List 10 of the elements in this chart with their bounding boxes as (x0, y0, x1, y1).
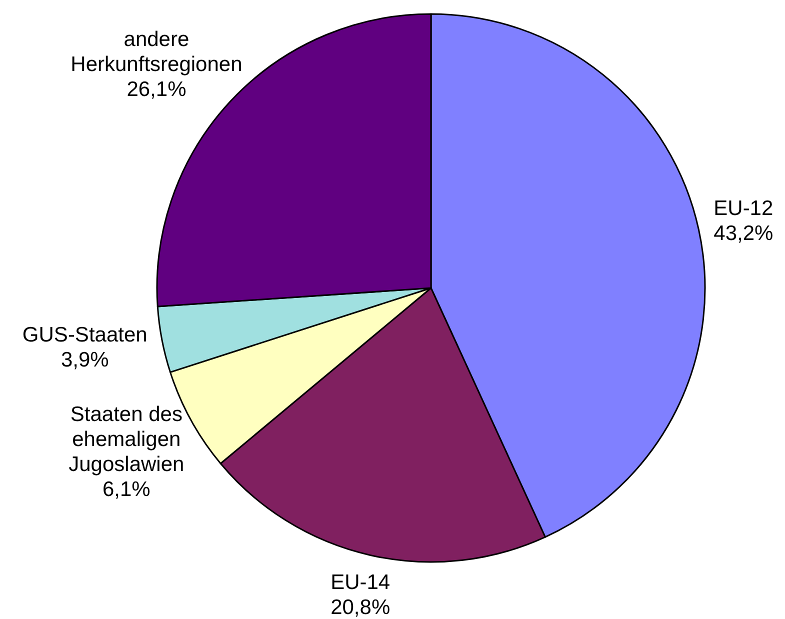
data-label: 3,9% (60, 348, 109, 372)
slice-label: Staaten des ehemaligen Jugoslawien (68, 403, 184, 476)
data-label: 20,8% (330, 596, 390, 619)
data-label: 26,1% (126, 78, 186, 101)
data-label: 43,2% (714, 222, 774, 245)
slice-label: andere Herkunftsregionen (70, 28, 242, 76)
slice-label: GUS-Staaten (22, 323, 148, 346)
data-label: 6,1% (102, 478, 150, 502)
slice-label: EU-12 (714, 196, 774, 220)
slice-label: EU-14 (330, 571, 390, 594)
